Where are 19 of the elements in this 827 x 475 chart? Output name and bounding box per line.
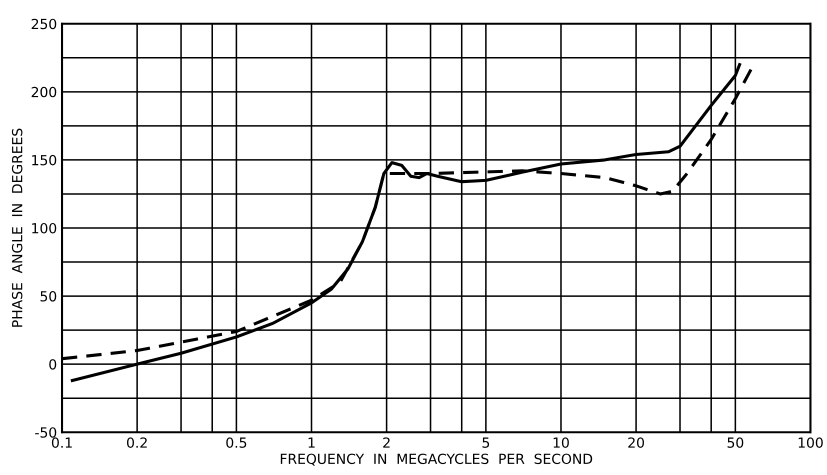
x-tick-label: 2: [383, 437, 390, 448]
x-tick-label: 5: [482, 438, 490, 448]
y-tick-label: 0: [49, 359, 56, 370]
y-tick-label: 50: [40, 291, 56, 302]
y-tick-label: 200: [32, 86, 56, 98]
x-tick-label: 0.2: [126, 437, 147, 448]
x-tick-label: 1: [308, 438, 315, 448]
y-axis-title: PHASE ANGLE IN DEGREES: [12, 128, 22, 327]
x-tick-label: 10: [554, 437, 569, 448]
y-tick-label: 100: [32, 222, 56, 234]
x-tick-label: 20: [628, 437, 644, 448]
y-tick-label: 150: [32, 154, 56, 166]
y-tick-label: -50: [35, 427, 56, 438]
x-tick-label: 50: [728, 437, 744, 448]
x-tick-label: 0.1: [52, 437, 72, 448]
x-axis-title: FREQUENCY IN MEGACYCLES PER SECOND: [280, 454, 592, 466]
y-tick-label: 250: [32, 18, 56, 30]
x-tick-label: 0.5: [226, 437, 246, 448]
x-tick-label: 100: [798, 437, 823, 448]
